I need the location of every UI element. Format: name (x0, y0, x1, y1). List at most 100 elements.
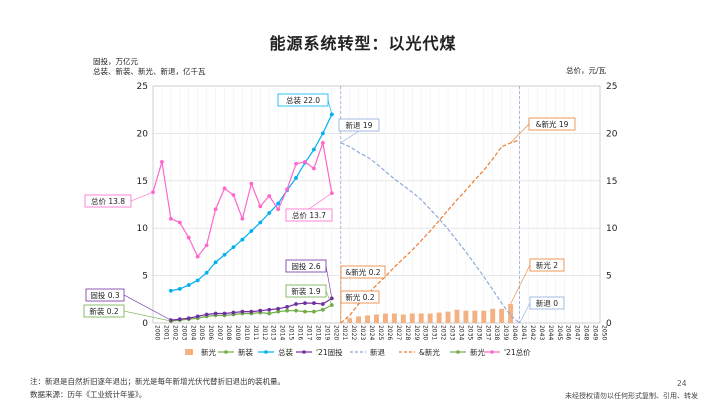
x-axis-tick-label: 2008 (225, 325, 232, 340)
callout-box (338, 118, 380, 132)
right-axis-tick-label: 20 (606, 129, 618, 139)
data-point (303, 301, 307, 305)
data-point (320, 307, 325, 312)
data-point (267, 307, 272, 312)
legend-label: 新光 (201, 347, 216, 357)
data-point (276, 201, 281, 206)
callout-box (285, 208, 333, 222)
left-axis-title: 固投，万亿元 总装、新装、新光、新退，亿千瓦 (93, 57, 206, 77)
x-axis-tick-label: 2000 (154, 325, 161, 340)
x-axis-tick-label: 2013 (270, 325, 277, 340)
legend-label: '21固投 (316, 347, 343, 357)
x-axis-tick-label: 2014 (279, 325, 286, 340)
x-axis-tick-label: 2049 (592, 325, 599, 340)
callout-box (85, 288, 125, 302)
legend-marker (456, 350, 460, 354)
x-axis-tick-label: 2034 (457, 325, 464, 340)
callout-leader (519, 302, 531, 324)
footnote: 注：新退是自然折旧逐年退出；新光是每年新增光伏代替折旧退出的装机量。 (30, 377, 285, 386)
bar-xinguang (490, 308, 496, 323)
x-axis-tick-label: 2046 (565, 325, 572, 340)
callout-box (340, 265, 386, 279)
callout-box (83, 304, 125, 318)
callout-leader (327, 99, 333, 115)
callout-box (529, 296, 565, 310)
x-axis-tick-label: 2032 (440, 325, 447, 340)
data-point (258, 220, 263, 225)
data-point (258, 204, 263, 209)
x-axis-tick-label: 2024 (368, 325, 375, 340)
x-axis-tick-label: 2010 (243, 325, 250, 340)
left-axis-tick-label: 25 (137, 82, 148, 92)
bar-xinguang (481, 310, 487, 323)
bar-xinguang (445, 311, 451, 323)
x-axis-tick-label: 2012 (261, 325, 268, 340)
callout-label: &新光 0.2 (345, 267, 380, 277)
callout-box (285, 259, 327, 273)
data-point (312, 147, 316, 152)
bar-xinguang (382, 313, 388, 323)
source-note: 数据来源：历年《工业统计年鉴》。 (30, 390, 147, 399)
x-axis-tick-label: 2037 (484, 325, 491, 340)
data-point (320, 140, 325, 145)
right-axis-tick-label: 10 (606, 224, 618, 234)
data-point (186, 283, 191, 287)
legend-label: 新装 (238, 347, 253, 357)
legend-label: 新光 (470, 347, 485, 357)
x-axis-tick-label: 2022 (350, 325, 357, 340)
data-point (160, 159, 164, 164)
data-point (294, 176, 298, 180)
callout-box (528, 117, 576, 131)
callout-leader (308, 192, 332, 210)
callout-leader (510, 264, 531, 305)
data-point (312, 166, 316, 171)
callout-leader (510, 123, 530, 144)
bar-xinguang (436, 312, 442, 323)
data-point (177, 317, 182, 322)
data-point (195, 314, 200, 319)
x-axis-tick-label: 2038 (493, 325, 500, 340)
data-point (168, 216, 173, 221)
left-axis-tick-label: 0 (142, 319, 148, 329)
bar-xinguang (374, 314, 379, 323)
data-point (267, 311, 272, 316)
data-point (240, 309, 245, 314)
right-axis-tick-label: 25 (606, 82, 617, 92)
x-axis-tick-label: 2036 (475, 325, 482, 340)
data-point (231, 310, 236, 315)
callout-box (84, 194, 132, 208)
x-axis-tick-label: 2029 (413, 325, 420, 340)
data-point (285, 304, 289, 309)
left-axis-tick-label: 15 (137, 177, 148, 187)
x-axis-tick-label: 2006 (207, 325, 214, 340)
data-point (168, 288, 173, 293)
copyright-note: 未经授权请勿以任何形式复制、引用、转发 (565, 392, 698, 400)
x-axis-tick-label: 2011 (252, 325, 259, 340)
data-point (249, 229, 254, 233)
x-axis-tick-label: 2043 (538, 325, 545, 340)
data-point (240, 237, 245, 242)
right-axis-title: 总价，元/瓦 (565, 66, 606, 75)
x-axis-tick-label: 2045 (556, 325, 563, 340)
x-axis-tick-label: 2009 (234, 325, 241, 340)
x-axis-tick-label: 2004 (189, 325, 196, 340)
x-axis-tick-label: 2039 (502, 325, 509, 340)
bar-xinguang (409, 313, 415, 323)
bar-xinguang (400, 314, 406, 323)
data-point (285, 187, 289, 192)
callout-label: 新装 0.2 (89, 306, 119, 316)
left-axis-tick-label: 20 (137, 129, 149, 139)
bar-xinguang (508, 304, 514, 323)
data-point (231, 193, 236, 197)
callout-box (340, 290, 380, 304)
callout-box (285, 284, 327, 298)
data-point (222, 186, 227, 191)
legend-label: '21总价 (504, 347, 531, 357)
x-axis-tick-label: 2003 (180, 325, 187, 340)
callout-label: 新退 0 (536, 298, 558, 308)
x-axis-tick-label: 2048 (583, 325, 590, 340)
callout-box (277, 93, 329, 107)
x-axis-tick-label: 2005 (198, 325, 205, 340)
data-point (222, 311, 227, 316)
x-axis-tick-label: 2041 (520, 325, 527, 340)
